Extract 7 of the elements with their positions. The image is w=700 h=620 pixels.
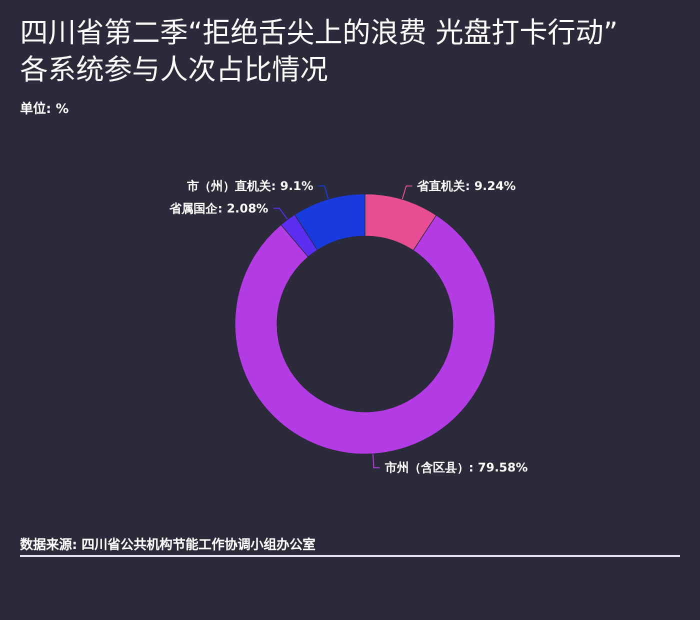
slice-label: 市（州）直机关: 9.1%: [186, 178, 314, 193]
source-note: 数据来源: 四川省公共机构节能工作协调小组办公室: [20, 536, 316, 553]
slice-label: 省直机关: 9.24%: [416, 179, 516, 194]
chart-title: 四川省第二季“拒绝舌尖上的浪费 光盘打卡行动”各系统参与人次占比情况: [20, 15, 619, 88]
slice-label: 省属国企: 2.08%: [168, 201, 268, 216]
slice-label: 市州（含区县）: 79.58%: [384, 460, 528, 475]
text: 单位: %: [20, 100, 69, 117]
